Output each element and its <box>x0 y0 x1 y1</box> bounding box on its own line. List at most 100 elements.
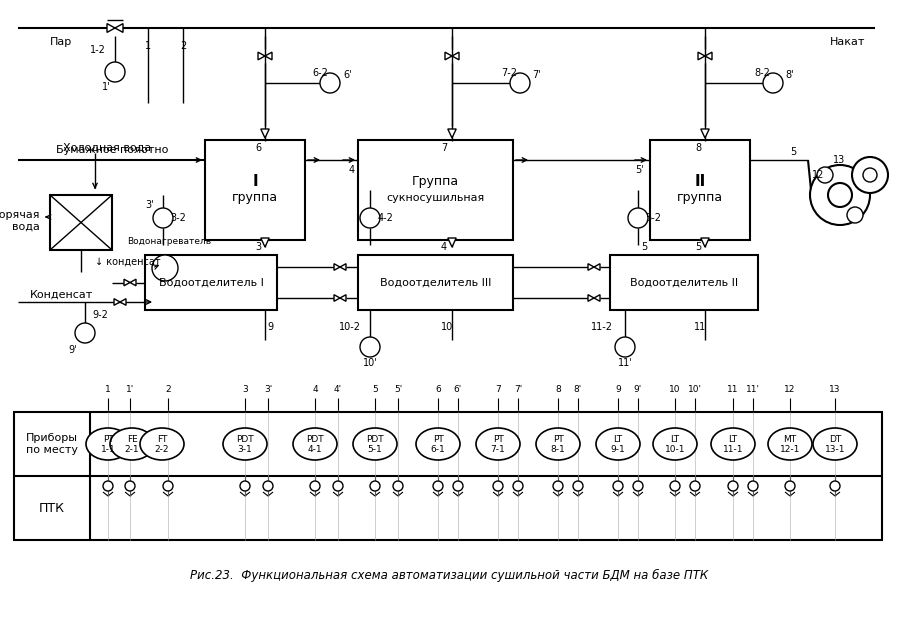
Text: 9: 9 <box>267 322 273 332</box>
Text: Приборы
по месту: Приборы по месту <box>26 433 78 455</box>
Polygon shape <box>265 52 272 60</box>
Polygon shape <box>594 264 600 270</box>
Ellipse shape <box>110 428 154 460</box>
Circle shape <box>333 481 343 491</box>
Text: Водоотделитель II: Водоотделитель II <box>630 278 738 288</box>
Text: 1-1: 1-1 <box>101 444 115 454</box>
Circle shape <box>103 481 113 491</box>
Ellipse shape <box>596 428 640 460</box>
Text: 9: 9 <box>615 386 621 394</box>
Bar <box>50 195 112 250</box>
Text: PDT: PDT <box>366 434 384 444</box>
Text: 11: 11 <box>727 386 739 394</box>
Text: 9': 9' <box>68 345 77 355</box>
Polygon shape <box>452 52 459 60</box>
Text: Водонагреватель: Водонагреватель <box>127 238 211 246</box>
Text: группа: группа <box>677 192 723 205</box>
Circle shape <box>360 337 380 357</box>
Text: 2: 2 <box>165 386 171 394</box>
Circle shape <box>240 481 250 491</box>
Text: II: II <box>694 175 706 190</box>
Polygon shape <box>588 264 594 270</box>
Polygon shape <box>448 129 456 138</box>
Circle shape <box>852 157 888 193</box>
Text: 4: 4 <box>349 165 355 175</box>
Circle shape <box>152 255 178 281</box>
Text: FT: FT <box>156 434 167 444</box>
Polygon shape <box>115 24 123 32</box>
Text: Накат: Накат <box>831 37 866 47</box>
Circle shape <box>828 183 852 207</box>
Text: 3: 3 <box>242 386 248 394</box>
Circle shape <box>785 481 795 491</box>
Bar <box>358 255 513 310</box>
Ellipse shape <box>293 428 337 460</box>
Text: 6': 6' <box>343 70 352 80</box>
Text: 12: 12 <box>784 386 796 394</box>
Text: группа: группа <box>232 192 278 205</box>
Text: PDT: PDT <box>236 434 254 444</box>
Text: 1: 1 <box>105 386 111 394</box>
Polygon shape <box>698 52 705 60</box>
Circle shape <box>153 208 173 228</box>
Circle shape <box>613 481 623 491</box>
Text: MT: MT <box>783 434 797 444</box>
Circle shape <box>125 481 135 491</box>
Text: PT: PT <box>493 434 503 444</box>
Text: 10': 10' <box>362 358 378 368</box>
Text: сукносушильная: сукносушильная <box>387 193 485 203</box>
Text: PT: PT <box>553 434 564 444</box>
Circle shape <box>453 481 463 491</box>
Text: Холодная вода: Холодная вода <box>63 143 151 153</box>
Text: 13: 13 <box>832 155 845 165</box>
Circle shape <box>728 481 738 491</box>
Polygon shape <box>124 279 130 286</box>
Text: вода: вода <box>12 222 40 232</box>
Text: 10': 10' <box>688 386 702 394</box>
Text: 7-1: 7-1 <box>491 444 505 454</box>
Text: ↓ конденсат: ↓ конденсат <box>95 257 161 267</box>
Text: 4: 4 <box>312 386 318 394</box>
Text: 7': 7' <box>514 386 522 394</box>
Text: 12-1: 12-1 <box>779 444 800 454</box>
Text: 7-2: 7-2 <box>501 68 517 78</box>
Polygon shape <box>448 238 456 247</box>
Text: 1': 1' <box>126 386 134 394</box>
Polygon shape <box>340 295 346 301</box>
Text: 3': 3' <box>146 200 155 210</box>
Text: 5: 5 <box>372 386 378 394</box>
Polygon shape <box>588 295 594 301</box>
Text: 10: 10 <box>669 386 681 394</box>
Text: 3-1: 3-1 <box>237 444 253 454</box>
Bar <box>650 140 750 240</box>
Circle shape <box>633 481 643 491</box>
Ellipse shape <box>536 428 580 460</box>
Text: PT: PT <box>102 434 113 444</box>
Polygon shape <box>120 299 126 305</box>
Text: I: I <box>253 175 258 190</box>
Polygon shape <box>107 24 115 32</box>
Circle shape <box>393 481 403 491</box>
Polygon shape <box>701 129 709 138</box>
Text: 8-2: 8-2 <box>754 68 770 78</box>
Polygon shape <box>445 52 452 60</box>
Text: 4': 4' <box>334 386 342 394</box>
Circle shape <box>163 481 173 491</box>
Polygon shape <box>130 279 136 286</box>
Circle shape <box>748 481 758 491</box>
Circle shape <box>510 73 530 93</box>
Text: Группа: Группа <box>412 175 459 188</box>
Text: 4-2: 4-2 <box>377 213 393 223</box>
Text: 5: 5 <box>695 242 701 252</box>
Text: 6-1: 6-1 <box>431 444 445 454</box>
Ellipse shape <box>223 428 267 460</box>
Text: 10-1: 10-1 <box>664 444 685 454</box>
Ellipse shape <box>768 428 812 460</box>
Polygon shape <box>705 52 712 60</box>
Text: PT: PT <box>432 434 443 444</box>
Ellipse shape <box>416 428 460 460</box>
Circle shape <box>615 337 635 357</box>
Text: PDT: PDT <box>307 434 324 444</box>
Text: Бумажное полотно: Бумажное полотно <box>56 145 168 155</box>
Text: 8': 8' <box>574 386 583 394</box>
